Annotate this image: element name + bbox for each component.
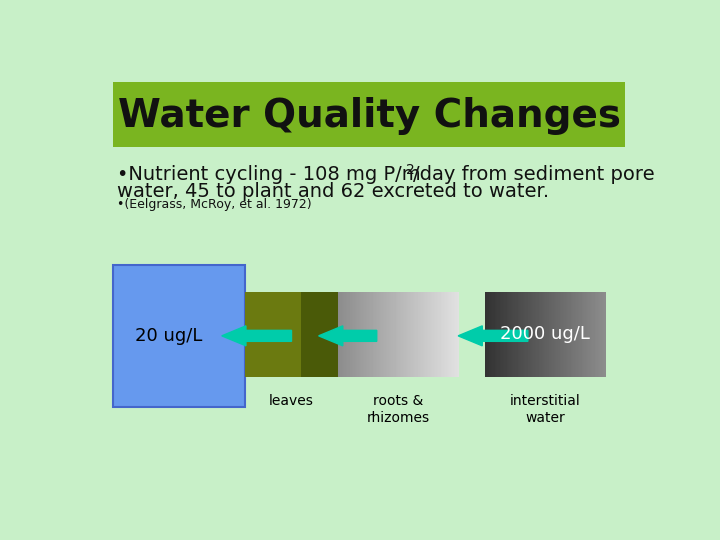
Text: Water Quality Changes: Water Quality Changes bbox=[117, 97, 621, 135]
FancyArrow shape bbox=[319, 326, 377, 346]
Text: 20 ug/L: 20 ug/L bbox=[135, 327, 202, 345]
Text: water, 45 to plant and 62 excreted to water.: water, 45 to plant and 62 excreted to wa… bbox=[117, 183, 549, 201]
Text: roots &
rhizomes: roots & rhizomes bbox=[366, 394, 430, 424]
Bar bbox=[301, 292, 338, 377]
Text: •(Eelgrass, McRoy, et al. 1972): •(Eelgrass, McRoy, et al. 1972) bbox=[117, 198, 312, 212]
Text: /day from sediment pore: /day from sediment pore bbox=[413, 165, 654, 185]
Bar bbox=[113, 265, 245, 408]
Text: interstitial
water: interstitial water bbox=[510, 394, 581, 424]
Text: leaves: leaves bbox=[269, 394, 314, 408]
Text: 2000 ug/L: 2000 ug/L bbox=[500, 325, 590, 343]
FancyArrow shape bbox=[222, 326, 292, 346]
Bar bbox=[245, 292, 338, 377]
Text: •Nutrient cycling - 108 mg P/m: •Nutrient cycling - 108 mg P/m bbox=[117, 165, 420, 185]
Text: 2: 2 bbox=[406, 163, 415, 177]
FancyArrow shape bbox=[458, 326, 528, 346]
Bar bbox=[113, 82, 625, 147]
